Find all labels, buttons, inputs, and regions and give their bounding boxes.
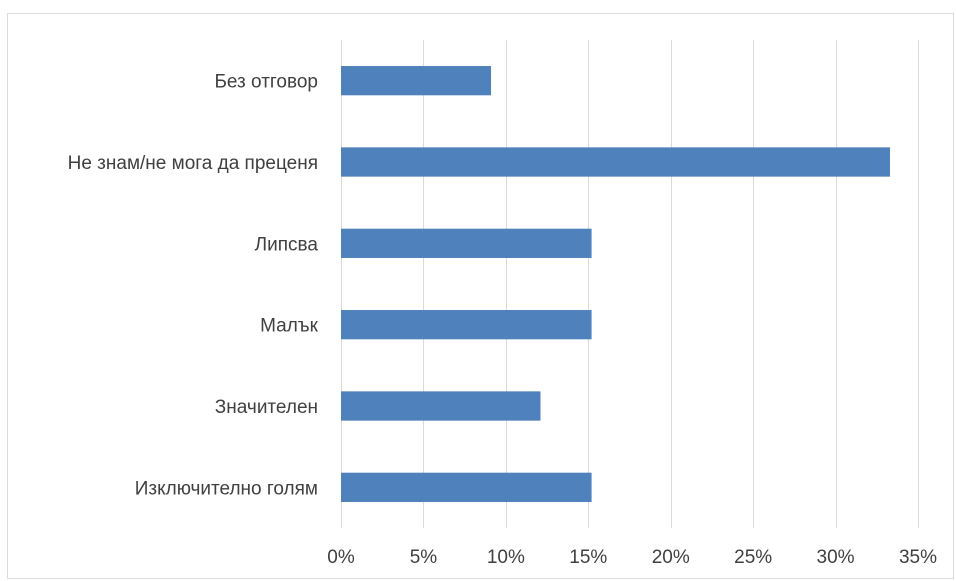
x-tick-label: 15% [569, 547, 607, 568]
category-label: Не знам/не мога да преценя [68, 153, 318, 174]
category-label: Малък [260, 316, 319, 337]
x-tick-label: 20% [652, 547, 690, 568]
bars [341, 66, 890, 502]
gridlines [341, 40, 919, 528]
x-tick-label: 30% [817, 547, 855, 568]
bar [341, 310, 592, 340]
bar [341, 228, 592, 258]
x-tick-labels: 0% 5% 10% 15% 20% 25% 30% 35% [327, 547, 937, 568]
bar [341, 147, 890, 177]
x-tick-label: 0% [327, 547, 355, 568]
bar [341, 472, 592, 502]
x-tick-label: 5% [410, 547, 438, 568]
category-label: Значителен [215, 397, 318, 418]
x-tick-label: 35% [899, 547, 937, 568]
bar [341, 66, 492, 96]
category-labels: Без отговор Не знам/не мога да преценя Лип… [68, 72, 319, 500]
x-tick-label: 25% [734, 547, 772, 568]
category-label: Изключително голям [135, 478, 318, 499]
category-label: Без отговор [214, 72, 318, 93]
bar [341, 391, 541, 421]
category-label: Липсва [255, 234, 319, 255]
x-tick-label: 10% [487, 547, 525, 568]
